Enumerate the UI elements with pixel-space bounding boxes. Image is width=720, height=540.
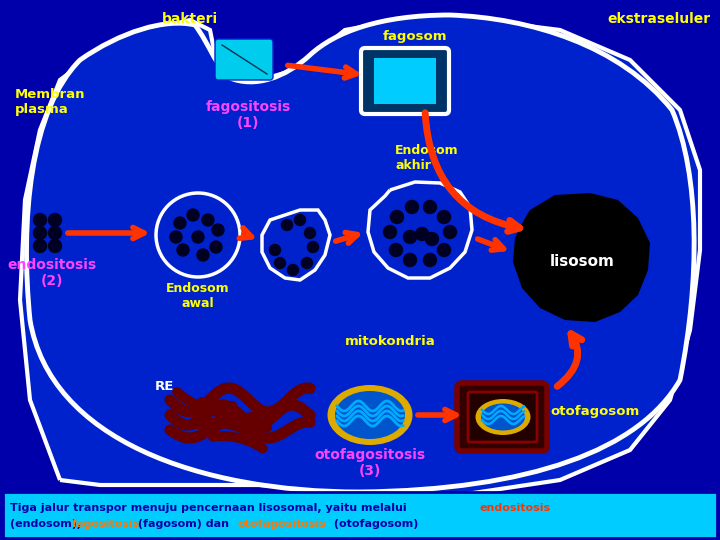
Circle shape: [34, 240, 47, 253]
Text: fagositosis: fagositosis: [72, 519, 140, 529]
Circle shape: [34, 226, 47, 240]
Circle shape: [192, 231, 204, 243]
Circle shape: [187, 209, 199, 221]
Text: ekstraseluler: ekstraseluler: [607, 12, 710, 26]
Text: otofagositosis: otofagositosis: [238, 519, 327, 529]
PathPatch shape: [27, 15, 694, 492]
PathPatch shape: [513, 193, 650, 322]
Circle shape: [170, 231, 182, 243]
Text: lisosom: lisosom: [549, 254, 614, 269]
FancyBboxPatch shape: [374, 58, 436, 104]
FancyBboxPatch shape: [468, 392, 537, 442]
Text: Tiga jalur transpor menuju pencernaan lisosomal, yaitu melalui: Tiga jalur transpor menuju pencernaan li…: [10, 503, 410, 513]
FancyBboxPatch shape: [3, 492, 717, 538]
Text: mitokondria: mitokondria: [345, 335, 436, 348]
Circle shape: [274, 258, 286, 268]
Circle shape: [34, 213, 47, 226]
Ellipse shape: [481, 403, 525, 430]
PathPatch shape: [20, 20, 700, 495]
Text: Endosom
akhir: Endosom akhir: [395, 144, 459, 172]
Circle shape: [438, 244, 451, 256]
Text: endositosis: endositosis: [479, 503, 550, 513]
Ellipse shape: [475, 399, 531, 435]
Circle shape: [282, 219, 292, 231]
Text: otofagosom: otofagosom: [550, 406, 639, 419]
Circle shape: [48, 213, 61, 226]
Text: bakteri: bakteri: [162, 12, 218, 26]
FancyBboxPatch shape: [215, 39, 273, 80]
Text: RE: RE: [155, 380, 174, 393]
Circle shape: [174, 217, 186, 229]
Circle shape: [210, 241, 222, 253]
Text: endositosis
(2): endositosis (2): [7, 258, 96, 288]
Text: fagositosis
(1): fagositosis (1): [205, 100, 291, 130]
Text: Membran
plasma: Membran plasma: [15, 88, 86, 116]
Circle shape: [390, 244, 402, 256]
PathPatch shape: [262, 210, 330, 280]
Circle shape: [403, 253, 416, 267]
Circle shape: [305, 227, 315, 239]
Circle shape: [202, 214, 214, 226]
Circle shape: [48, 226, 61, 240]
Text: (fagosom) dan: (fagosom) dan: [134, 519, 233, 529]
Circle shape: [438, 211, 451, 224]
Circle shape: [415, 227, 428, 240]
Circle shape: [307, 241, 318, 253]
Circle shape: [403, 231, 416, 244]
Text: otofagositosis
(3): otofagositosis (3): [315, 448, 426, 478]
Circle shape: [48, 240, 61, 253]
Circle shape: [423, 253, 436, 267]
Circle shape: [269, 245, 281, 255]
PathPatch shape: [368, 182, 472, 278]
Text: Endosom
awal: Endosom awal: [166, 282, 230, 310]
Circle shape: [177, 244, 189, 256]
Circle shape: [423, 200, 436, 213]
Ellipse shape: [335, 391, 405, 439]
Ellipse shape: [328, 385, 413, 445]
Text: fagosom: fagosom: [383, 30, 447, 43]
Circle shape: [156, 193, 240, 277]
Circle shape: [212, 224, 224, 236]
Circle shape: [294, 214, 305, 226]
Text: (endosom),: (endosom),: [10, 519, 85, 529]
FancyBboxPatch shape: [457, 383, 547, 451]
Circle shape: [426, 233, 438, 246]
Circle shape: [405, 200, 418, 213]
Circle shape: [302, 258, 312, 268]
Circle shape: [197, 249, 209, 261]
Circle shape: [390, 211, 403, 224]
FancyBboxPatch shape: [361, 48, 449, 114]
Circle shape: [287, 265, 299, 275]
Circle shape: [444, 226, 456, 239]
Text: (otofagosom): (otofagosom): [330, 519, 418, 529]
Circle shape: [384, 226, 397, 239]
